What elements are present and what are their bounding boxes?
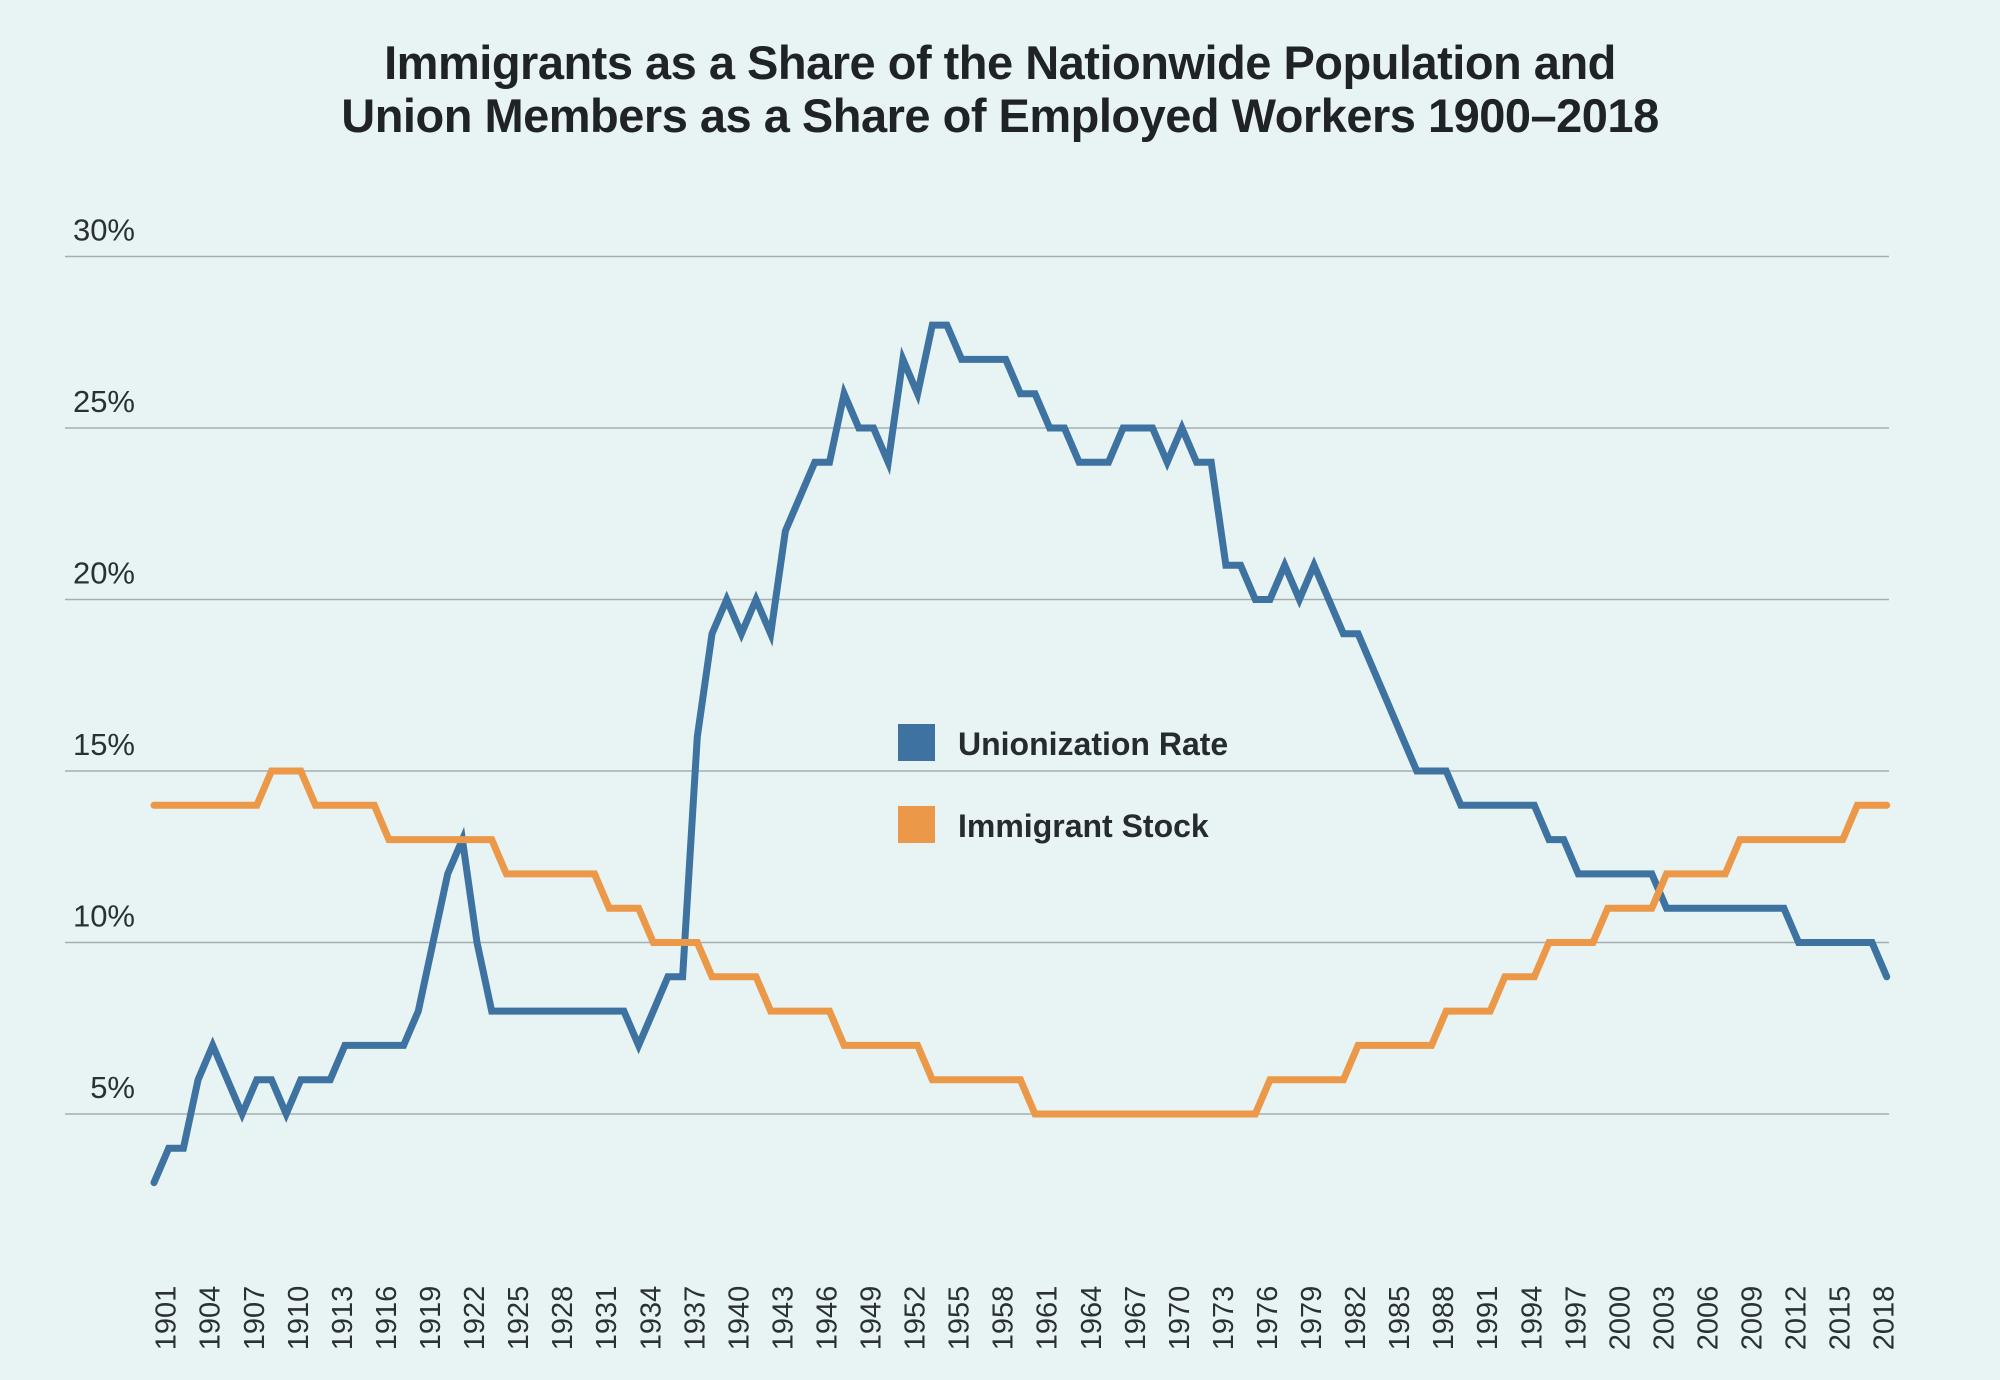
- x-tick-label: 2006: [1693, 1286, 1725, 1351]
- x-tick-label: 1988: [1428, 1286, 1460, 1351]
- legend-swatch-immigrant-stock: [898, 806, 935, 843]
- y-tick-label: 10%: [73, 899, 135, 934]
- x-tick-label: 1976: [1252, 1286, 1284, 1351]
- x-tick-label: 1907: [239, 1286, 271, 1351]
- x-tick-label: 2003: [1648, 1286, 1680, 1351]
- x-tick-label: 1946: [811, 1286, 843, 1351]
- x-tick-label: 1913: [327, 1286, 359, 1351]
- x-tick-label: 1973: [1208, 1286, 1240, 1351]
- x-tick-label: 1955: [944, 1286, 976, 1351]
- x-tick-label: 1904: [195, 1286, 227, 1351]
- series-line-immigrant-stock: [150, 767, 1891, 1118]
- chart-title-line-2: Union Members as a Share of Employed Wor…: [341, 89, 1659, 142]
- x-tick-label: 1964: [1076, 1286, 1108, 1351]
- chart-title: Immigrants as a Share of the Nationwide …: [0, 36, 2000, 142]
- x-tick-label: 2018: [1869, 1286, 1901, 1351]
- x-tick-label: 1967: [1120, 1286, 1152, 1351]
- x-tick-label: 1970: [1164, 1286, 1196, 1351]
- x-tick-label: 1934: [635, 1286, 667, 1351]
- y-tick-label: 30%: [73, 213, 135, 248]
- x-tick-label: 1922: [459, 1286, 491, 1351]
- x-tick-label: 1916: [371, 1286, 403, 1351]
- y-tick-label: 25%: [73, 384, 135, 419]
- x-tick-label: 1952: [900, 1286, 932, 1351]
- legend-label-immigrant-stock: Immigrant Stock: [958, 808, 1209, 844]
- x-tick-label: 1991: [1472, 1286, 1504, 1351]
- x-tick-label: 1949: [856, 1286, 888, 1351]
- x-tick-label: 1925: [503, 1286, 535, 1351]
- x-axis-tick-labels: 1901 1904 1907 1910 1913 1916 1919 1922 1925 1928…: [151, 1286, 1901, 1351]
- x-tick-label: 1997: [1560, 1286, 1592, 1351]
- series-line-unionization-rate: [150, 321, 1891, 1187]
- chart-title-line-1: Immigrants as a Share of the Nationwide …: [384, 36, 1616, 89]
- legend: Unionization Rate Immigrant Stock: [898, 724, 1228, 844]
- x-tick-label: 2015: [1825, 1286, 1857, 1351]
- x-tick-label: 2000: [1604, 1286, 1636, 1351]
- x-tick-label: 1928: [547, 1286, 579, 1351]
- series-lines: [150, 321, 1891, 1187]
- x-tick-label: 1982: [1340, 1286, 1372, 1351]
- x-tick-label: 1961: [1032, 1286, 1064, 1351]
- x-tick-label: 1931: [591, 1286, 623, 1351]
- x-tick-label: 1985: [1384, 1286, 1416, 1351]
- x-tick-label: 2009: [1737, 1286, 1769, 1351]
- x-tick-label: 2012: [1781, 1286, 1813, 1351]
- gridlines: [65, 255, 1889, 1115]
- x-tick-label: 1937: [679, 1286, 711, 1351]
- legend-label-unionization-rate: Unionization Rate: [958, 726, 1228, 762]
- x-tick-label: 1994: [1516, 1286, 1548, 1351]
- x-tick-label: 1940: [723, 1286, 755, 1351]
- x-tick-label: 1919: [415, 1286, 447, 1351]
- y-axis-tick-labels: 5% 10% 15% 20% 25% 30%: [73, 213, 135, 1106]
- legend-swatch-unionization-rate: [898, 724, 935, 761]
- x-tick-label: 1943: [767, 1286, 799, 1351]
- x-tick-label: 1979: [1296, 1286, 1328, 1351]
- x-tick-label: 1910: [283, 1286, 315, 1351]
- y-tick-label: 20%: [73, 556, 135, 591]
- y-tick-label: 5%: [90, 1070, 135, 1105]
- x-tick-label: 1901: [151, 1286, 183, 1351]
- y-tick-label: 15%: [73, 727, 135, 762]
- x-tick-label: 1958: [988, 1286, 1020, 1351]
